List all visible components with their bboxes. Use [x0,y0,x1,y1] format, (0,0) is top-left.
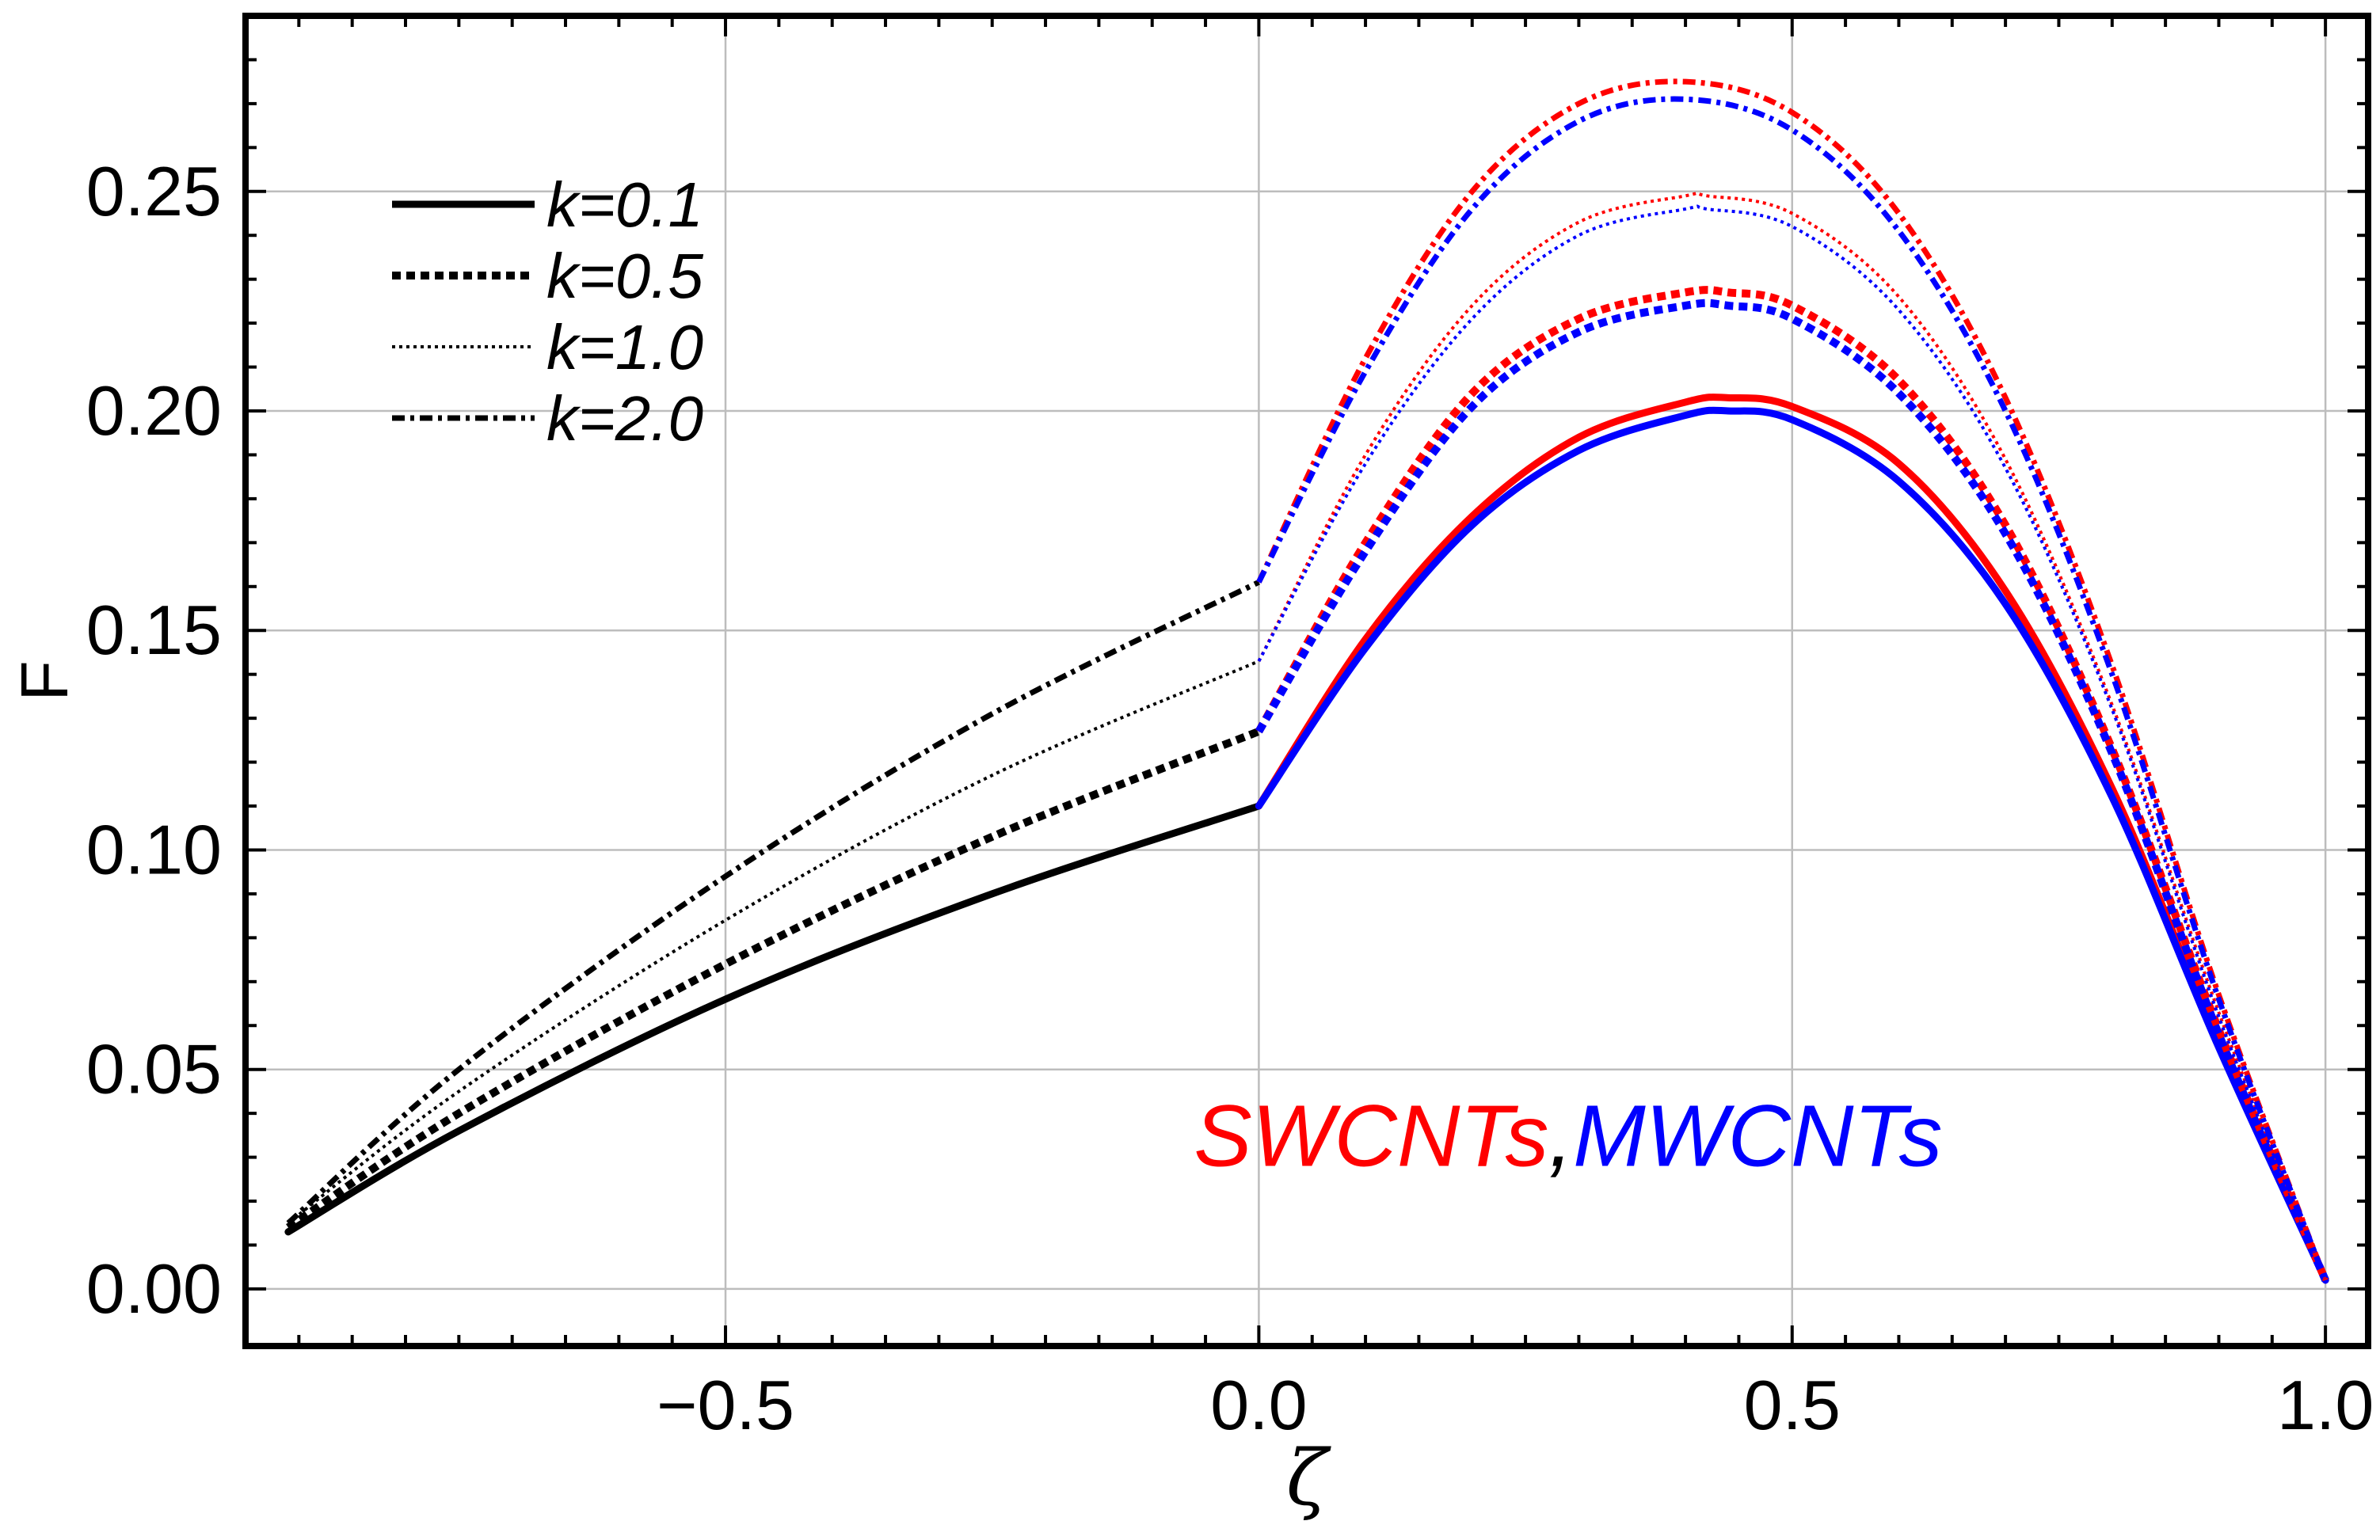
x-tick-label: 1.0 [2277,1366,2374,1444]
y-tick-label: 0.20 [86,371,222,450]
y-axis-title: F [7,660,82,701]
series-line-mwcnts-k-0-5 [1255,298,2329,1282]
x-tick-label: 0.5 [1744,1366,1841,1444]
series-line-swcnts-k-1-0 [1257,191,2327,1281]
x-tick-label: −0.5 [657,1366,794,1444]
legend: k=0.1k=0.5k=1.0k=2.0 [392,169,703,454]
series-layer [284,78,2329,1284]
series-line-k-0-1-left-region [284,802,1262,1236]
y-tick-label: 0.05 [86,1030,222,1108]
tick-labels: −0.5 0.0 0.5 1.0 0.00 0.05 0.10 0.15 0.20 0.25 [86,152,2374,1444]
y-tick-label: 0.25 [86,152,222,230]
plot-frame [242,13,2371,1349]
legend-label: k=1.0 [546,312,703,382]
series-line-k-2-0-left-region [286,580,1260,1226]
y-tick-label: 0.15 [86,591,222,669]
x-tick-label: 0.0 [1210,1366,1307,1444]
series-line-mwcnts-k-1-0 [1257,204,2327,1281]
annotation-swcnts: SWCNTs [1194,1088,1548,1185]
series-line-k-0-5-left-region [286,728,1261,1231]
material-annotation: SWCNTs,MWCNTs [1194,1088,1942,1185]
x-axis-title: ζ [1286,1434,1331,1523]
legend-label: k=0.1 [546,169,703,240]
series-line-k-1-0-left-region [287,660,1260,1225]
legend-label: k=2.0 [546,383,703,454]
y-tick-label: 0.10 [86,810,222,888]
tick-marks [246,16,2368,1346]
series-line-swcnts-k-0-5 [1255,286,2329,1282]
legend-label: k=0.5 [546,241,703,311]
series-line-mwcnts-k-2-0 [1256,96,2329,1282]
annotation-mwcnts: MWCNTs [1573,1088,1942,1185]
y-tick-label: 0.00 [86,1249,222,1328]
series-line-swcnts-k-2-0 [1256,78,2329,1282]
series-line-mwcnts-k-0-1 [1255,406,2329,1284]
annotation-comma: , [1549,1088,1574,1185]
